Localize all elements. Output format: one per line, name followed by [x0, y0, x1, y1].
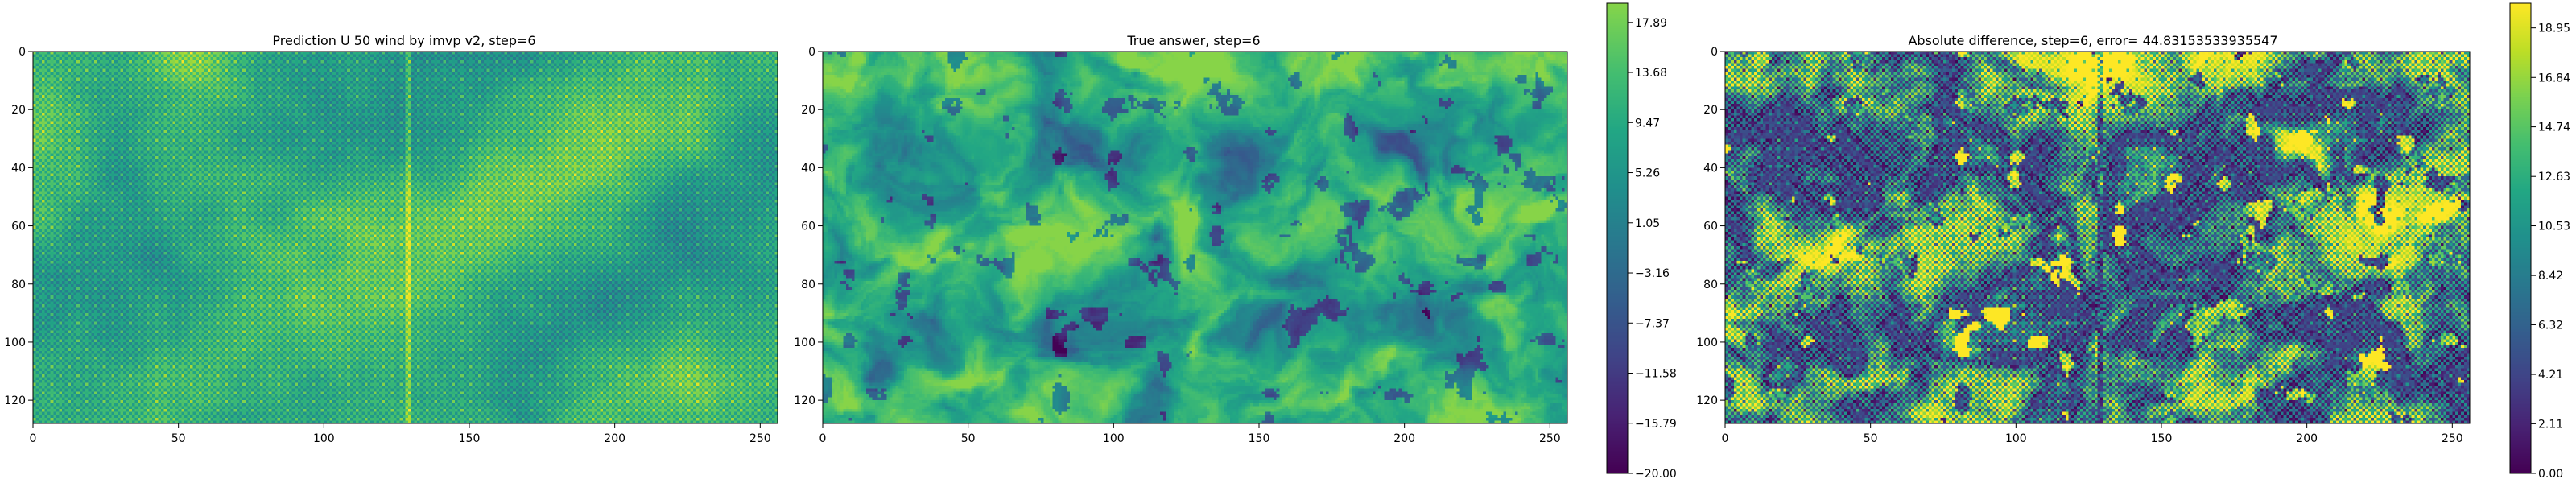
y-tick-label: 60	[801, 221, 815, 233]
y-tick-label: 100	[794, 336, 815, 349]
colorbar-tick-label: 12.63	[2538, 171, 2570, 184]
colorbar-tick-label: 5.26	[1635, 167, 1660, 180]
colorbar-tick-label: −7.37	[1635, 317, 1670, 330]
colorbar-tick-label: 17.89	[1635, 17, 1667, 30]
x-tick-label: 50	[961, 432, 976, 445]
x-tick-label: 0	[819, 432, 827, 445]
x-tick-label: 150	[1249, 432, 1270, 445]
prediction-x-axis: 0 50 100 150 200 250	[30, 423, 771, 445]
colorbar-tick-label: 0.00	[2538, 468, 2563, 481]
true-answer-plot-frame	[822, 51, 1568, 424]
x-tick-label: 150	[2151, 432, 2173, 445]
y-tick-label: 40	[1703, 162, 1718, 175]
colorbar-tick-label: 14.74	[2538, 122, 2570, 134]
y-tick-label: 100	[1696, 336, 1718, 349]
colorbar-tick-label: −11.58	[1635, 368, 1677, 381]
x-tick-label: 200	[2296, 432, 2318, 445]
x-tick-label: 250	[749, 432, 771, 445]
x-tick-label: 100	[1103, 432, 1125, 445]
x-tick-label: 250	[1539, 432, 1561, 445]
x-tick-label: 250	[2442, 432, 2463, 445]
x-tick-label: 50	[1864, 432, 1878, 445]
abs-diff-colorbar-gradient-container	[2510, 3, 2531, 473]
y-tick-label: 0	[19, 46, 26, 59]
y-tick-label: 0	[808, 46, 815, 59]
colorbar-tick-label: 1.05	[1635, 217, 1660, 230]
colorbar-tick-label: 13.68	[1635, 67, 1667, 80]
colorbar-tick-label: 10.53	[2538, 221, 2570, 233]
true-answer-colorbar-ticks: 17.89 13.68 9.47 5.26 1.05 −3.16 −7.37 −11.58 −1…	[1628, 17, 1677, 481]
abs-diff-colorbar-gradient	[2510, 3, 2531, 473]
abs-diff-colorbar-frame	[2509, 2, 2532, 474]
colorbar-tick-label: −3.16	[1635, 267, 1670, 280]
x-tick-label: 0	[30, 432, 37, 445]
abs-diff-heatmap	[1725, 52, 2470, 423]
true-answer-y-axis: 0 20 40 60 80 100 120	[794, 46, 823, 407]
y-tick-label: 120	[4, 394, 26, 407]
prediction-heatmap	[33, 52, 778, 423]
x-tick-label: 100	[2005, 432, 2027, 445]
abs-diff-title: Absolute difference, step=6, error= 44.8…	[1908, 33, 2277, 48]
x-tick-label: 100	[313, 432, 335, 445]
y-tick-label: 60	[1703, 221, 1718, 233]
y-tick-label: 80	[1703, 279, 1718, 291]
x-tick-label: 200	[1393, 432, 1415, 445]
y-tick-label: 100	[4, 336, 26, 349]
true-answer-colorbar: 17.89 13.68 9.47 5.26 1.05 −3.16 −7.37 −11.58 −1…	[1606, 2, 1677, 481]
abs-diff-y-axis: 0 20 40 60 80 100 120	[1696, 46, 1725, 407]
true-answer-heatmap	[823, 52, 1567, 423]
y-tick-label: 40	[11, 162, 26, 175]
prediction-panel: Prediction U 50 wind by imvp v2, step=6 …	[4, 33, 778, 445]
true-answer-panel: True answer, step=6 0 50 100 150 200 250 0 20 4…	[794, 33, 1568, 445]
x-tick-label: 150	[459, 432, 481, 445]
true-answer-x-axis: 0 50 100 150 200 250	[819, 423, 1561, 445]
colorbar-tick-label: 16.84	[2538, 72, 2570, 85]
true-answer-colorbar-gradient	[1607, 3, 1628, 473]
y-tick-label: 20	[801, 104, 815, 117]
y-tick-label: 80	[801, 279, 815, 291]
prediction-title: Prediction U 50 wind by imvp v2, step=6	[272, 33, 535, 48]
true-answer-colorbar-frame	[1606, 2, 1629, 474]
prediction-plot-frame	[32, 51, 778, 424]
y-tick-label: 20	[11, 104, 26, 117]
x-tick-label: 0	[1722, 432, 1729, 445]
colorbar-tick-label: 9.47	[1635, 117, 1660, 130]
colorbar-tick-label: 8.42	[2538, 270, 2563, 283]
colorbar-tick-label: 4.21	[2538, 369, 2563, 382]
abs-diff-colorbar-ticks: 18.95 16.84 14.74 12.63 10.53 8.42 6.32 4.21 2.1…	[2531, 23, 2570, 481]
true-answer-colorbar-gradient-container	[1607, 3, 1628, 473]
y-tick-label: 0	[1711, 46, 1718, 59]
colorbar-tick-label: 6.32	[2538, 319, 2563, 332]
colorbar-tick-label: 18.95	[2538, 23, 2570, 35]
true-answer-heatmap-container	[823, 52, 1567, 423]
true-answer-title: True answer, step=6	[1126, 33, 1260, 48]
y-tick-label: 120	[794, 394, 815, 407]
y-tick-label: 120	[1696, 394, 1718, 407]
abs-diff-heatmap-container	[1725, 52, 2470, 423]
colorbar-tick-label: −20.00	[1635, 468, 1677, 481]
y-tick-label: 60	[11, 221, 26, 233]
prediction-y-axis: 0 20 40 60 80 100 120	[4, 46, 33, 407]
y-tick-label: 40	[801, 162, 815, 175]
colorbar-tick-label: 2.11	[2538, 418, 2563, 431]
x-tick-label: 200	[604, 432, 625, 445]
x-tick-label: 50	[171, 432, 186, 445]
y-tick-label: 20	[1703, 104, 1718, 117]
abs-diff-panel: Absolute difference, step=6, error= 44.8…	[1696, 33, 2471, 445]
abs-diff-colorbar: 18.95 16.84 14.74 12.63 10.53 8.42 6.32 4.21 2.1…	[2509, 2, 2570, 481]
prediction-heatmap-container	[33, 52, 778, 423]
colorbar-tick-label: −15.79	[1635, 418, 1677, 431]
abs-diff-plot-frame	[1724, 51, 2471, 424]
y-tick-label: 80	[11, 279, 26, 291]
abs-diff-x-axis: 0 50 100 150 200 250	[1722, 423, 2463, 445]
